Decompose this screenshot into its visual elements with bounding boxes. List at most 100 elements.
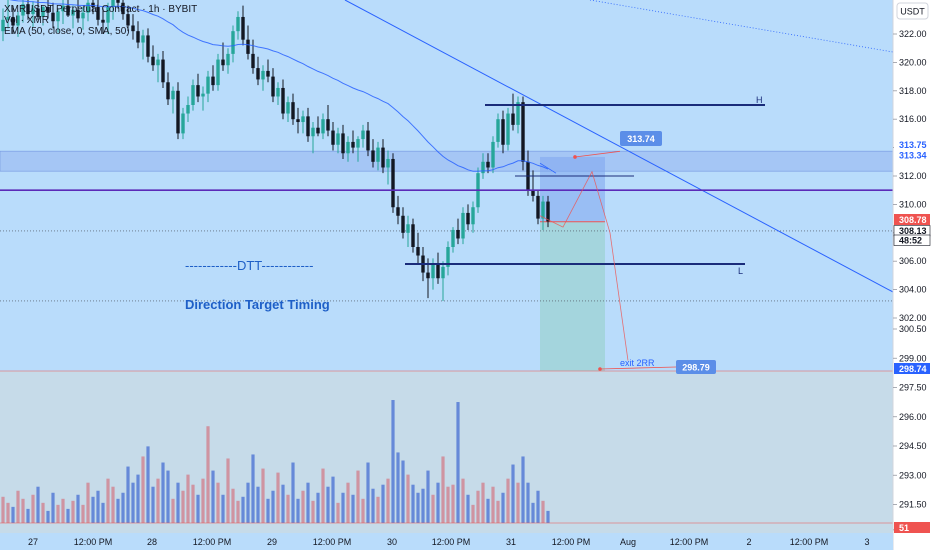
candle-body: [101, 19, 105, 23]
candle-body: [531, 190, 535, 196]
candle-body: [396, 207, 400, 216]
candle-body: [146, 35, 150, 57]
y-tick-label: 310.00: [899, 199, 927, 209]
candle-body: [216, 59, 220, 86]
price-tag-box: [894, 214, 930, 225]
x-tick-label: 31: [506, 537, 516, 547]
x-tick-label: 3: [864, 537, 869, 547]
candle-body: [66, 5, 70, 16]
legend-symbol[interactable]: XMRUSDT Perpetual Contract · 1h · BYBIT: [4, 4, 198, 15]
x-tick-label: 27: [28, 537, 38, 547]
y-tick-label: 297.50: [899, 383, 927, 393]
y-tick-label: 304.00: [899, 285, 927, 295]
volume-bar: [386, 478, 390, 523]
y-tick-label: 296.00: [899, 412, 927, 422]
entry-tag: [620, 131, 662, 146]
currency-button[interactable]: USDT: [896, 2, 929, 20]
volume-bar: [226, 458, 230, 523]
legend-volume[interactable]: Vol · XMR: [4, 15, 50, 26]
candle-body: [356, 139, 360, 148]
exit-pointer-dot: [598, 367, 602, 371]
candle-body: [241, 16, 245, 40]
y-tick-label: 322.00: [899, 29, 927, 39]
volume-bar: [536, 490, 540, 523]
price-tag-label: 313.75: [899, 140, 927, 150]
volume-bar: [461, 478, 465, 523]
volume-bar: [361, 498, 365, 523]
dtt-annotation[interactable]: ------------DTT------------ Direction Ta…: [185, 233, 330, 324]
y-tick-label: 299.00: [899, 353, 927, 363]
volume-bar: [321, 468, 325, 523]
price-axis[interactable]: [893, 0, 932, 550]
candle-body: [376, 147, 380, 162]
volume-bar: [426, 470, 430, 523]
volume-bar: [21, 498, 25, 523]
candle-body: [61, 5, 65, 12]
chart-legend[interactable]: XMRUSDT Perpetual Contract · 1h · BYBIT …: [4, 4, 197, 37]
candle-body: [176, 90, 180, 134]
y-tick-label: 294.50: [899, 441, 927, 451]
candle-body: [481, 161, 485, 174]
candle-body: [506, 113, 510, 145]
volume-bar: [346, 482, 350, 523]
candle-body: [291, 102, 295, 120]
volume-bar: [366, 462, 370, 523]
volume-bar: [151, 486, 155, 523]
volume-bar: [196, 494, 200, 523]
volume-bar: [541, 500, 545, 523]
legend-ema[interactable]: EMA (50, close, 0, SMA, 50): [4, 26, 130, 37]
volume-bar: [126, 466, 130, 523]
volume-bar: [341, 492, 345, 523]
candle-body: [81, 12, 85, 19]
y-tick-label: 302.00: [899, 313, 927, 323]
volume-bar: [481, 482, 485, 523]
price-tag-box: [894, 363, 930, 374]
candle-body: [441, 266, 445, 279]
volume-bar: [431, 494, 435, 523]
candle-body: [71, 9, 75, 16]
candle-body: [236, 16, 240, 32]
x-tick-label: 12:00 PM: [670, 537, 709, 547]
volume-bar: [391, 400, 395, 523]
candle-body: [346, 141, 350, 154]
volume-bar: [221, 494, 225, 523]
candle-body: [371, 150, 375, 162]
resistance-zone: [0, 150, 894, 172]
volume-bar: [111, 486, 115, 523]
candle-body: [256, 68, 260, 80]
volume-bar: [51, 492, 55, 523]
volume-bar: [296, 498, 300, 523]
volume-bar: [411, 484, 415, 523]
x-tick-label: 30: [387, 537, 397, 547]
price-tag-label: 48:52: [899, 236, 922, 246]
volume-bar: [6, 502, 10, 523]
volume-bar: [66, 508, 70, 523]
volume-bar: [206, 426, 210, 523]
volume-bar: [46, 510, 50, 523]
projection-arrow: [539, 162, 557, 174]
volume-bar: [76, 494, 80, 523]
candle-body: [86, 2, 90, 13]
volume-bar: [466, 494, 470, 523]
volume-bar: [506, 478, 510, 523]
candle-body: [401, 215, 405, 233]
price-tag-label: 51: [899, 523, 909, 533]
time-axis[interactable]: [0, 533, 893, 550]
x-tick-label: 12:00 PM: [313, 537, 352, 547]
volume-bar: [476, 490, 480, 523]
candle-body: [381, 147, 385, 168]
volume-bar: [176, 482, 180, 523]
volume-bar: [246, 482, 250, 523]
candle-body: [1, 19, 5, 32]
currency-button-label: USDT: [900, 7, 925, 17]
candle-body: [326, 119, 330, 131]
target-zone: [540, 221, 605, 371]
y-tick-label: 312.00: [899, 171, 927, 181]
exit-label: exit 2RR: [620, 358, 655, 368]
volume-bar: [156, 478, 160, 523]
volume-bar: [301, 490, 305, 523]
candle-body: [331, 130, 335, 145]
candle-body: [306, 116, 310, 137]
candle-body: [201, 93, 205, 97]
